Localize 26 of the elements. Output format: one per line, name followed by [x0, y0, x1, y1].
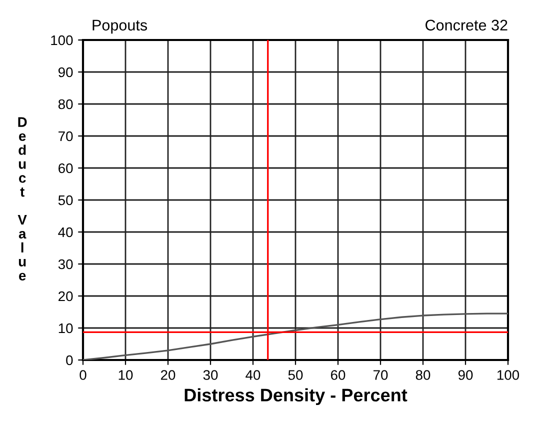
- x-tick-label: 50: [288, 370, 303, 380]
- chart-title: Popouts: [92, 20, 148, 34]
- x-tick-label: 90: [458, 370, 473, 380]
- x-tick-label: 30: [203, 370, 218, 380]
- x-tick-label: 70: [373, 370, 388, 380]
- x-axis-title: Distress Density - Percent: [184, 388, 408, 406]
- x-tick-label: 100: [497, 370, 520, 380]
- y-tick-label: 70: [58, 131, 73, 142]
- y-tick-label: 50: [58, 195, 73, 206]
- text: Deduct Value: [18, 117, 27, 280]
- chart-subtitle: Concrete 32: [426, 20, 508, 31]
- y-tick-label: 100: [51, 35, 73, 46]
- y-tick-label: 60: [58, 163, 73, 174]
- y-tick-label: 40: [58, 227, 73, 238]
- x-tick-label: 40: [246, 370, 260, 380]
- y-tick-label: 30: [58, 259, 73, 270]
- y-tick-label: 0: [66, 355, 73, 366]
- y-tick-label: 10: [58, 323, 73, 334]
- x-tick-label: 20: [160, 370, 176, 380]
- y-tick-label: 20: [58, 291, 73, 302]
- x-tick-label: 60: [330, 370, 346, 380]
- x-tick-label: 80: [416, 370, 430, 380]
- y-tick-label: 90: [58, 67, 73, 78]
- x-tick-label: 0: [80, 370, 86, 380]
- y-tick-label: 80: [58, 99, 73, 110]
- x-tick-label: 10: [118, 370, 133, 380]
